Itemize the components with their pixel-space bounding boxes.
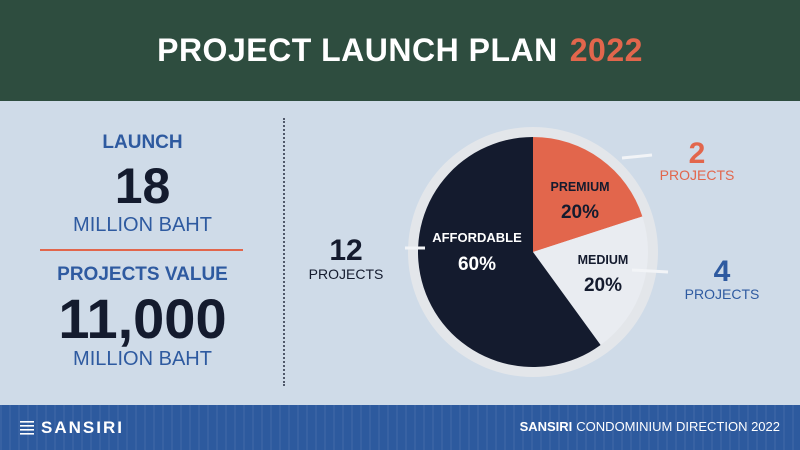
footer-bar: SANSIRI SANSIRI CONDOMINIUM DIRECTION 202… [0, 405, 800, 450]
count-premium: 2 [689, 137, 706, 170]
logo-text: SANSIRI [41, 418, 124, 437]
count-unit-premium: PROJECTS [660, 167, 735, 183]
launch-summary-panel: LAUNCH 18 MILLION BAHT PROJECTS VALUE 11… [20, 118, 265, 388]
slice-label-affordable: AFFORDABLE [432, 230, 522, 245]
sansiri-logo: SANSIRI [20, 417, 124, 439]
launch-value: 18 [114, 158, 171, 214]
slice-label-premium: PREMIUM [550, 180, 609, 194]
launch-unit: MILLION BAHT [73, 214, 212, 236]
slice-percent-affordable: 60% [458, 254, 496, 275]
vertical-divider [283, 118, 285, 386]
count-unit-affordable: PROJECTS [309, 266, 384, 282]
pie-slice-affordable [417, 137, 601, 368]
projects-value-label: PROJECTS VALUE [57, 264, 228, 285]
header-bar: PROJECT LAUNCH PLAN 2022 [0, 0, 800, 101]
leader-line-premium [621, 153, 653, 160]
summary-divider [40, 249, 243, 251]
slice-percent-premium: 20% [561, 202, 599, 223]
page-title: PROJECT LAUNCH PLAN 2022 [0, 0, 800, 101]
slice-label-medium: MEDIUM [578, 253, 629, 267]
launch-label: LAUNCH [102, 132, 183, 153]
footer-pattern [0, 405, 800, 450]
slice-percent-medium: 20% [584, 275, 622, 296]
pie-slice-medium [533, 216, 649, 346]
projects-value: 11,000 [58, 287, 227, 350]
logo-mark-icon [20, 421, 34, 435]
footer-tagline: CONDOMINIUM DIRECTION 2022 [576, 419, 780, 434]
projects-value-unit: MILLION BAHT [73, 348, 212, 370]
footer-brand: SANSIRI [519, 419, 573, 434]
pie-slice-premium [533, 137, 643, 252]
count-affordable: 12 [329, 234, 362, 267]
count-medium: 4 [714, 255, 731, 288]
title-text: PROJECT LAUNCH PLAN [157, 32, 558, 68]
footer-caption: SANSIRI CONDOMINIUM DIRECTION 2022 [520, 419, 780, 434]
leader-line-medium [631, 268, 669, 274]
count-unit-medium: PROJECTS [685, 286, 760, 302]
title-year: 2022 [569, 32, 643, 68]
